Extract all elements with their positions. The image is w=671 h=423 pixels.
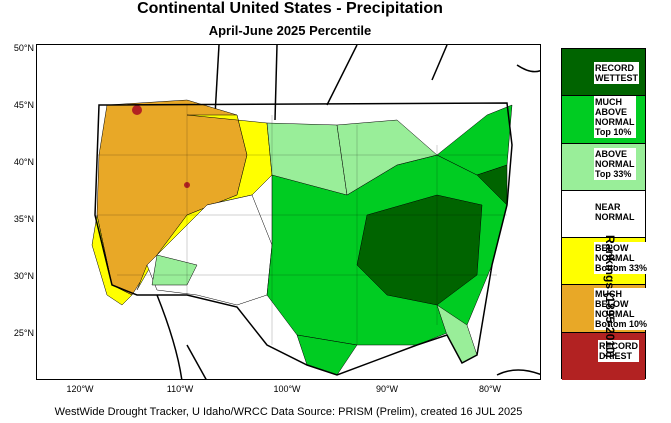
legend-title: Rankings (1895-2010): [603, 235, 617, 358]
lon-tick-90: 90°W: [375, 384, 399, 394]
lon-tick-110: 110°W: [166, 384, 194, 394]
lon-tick-80: 80°W: [478, 384, 502, 394]
lat-tick-50: 50°N: [13, 43, 34, 53]
legend-label-record-driest: RECORD DRIEST: [598, 340, 640, 362]
map-subtitle: April-June 2025 Percentile: [208, 23, 372, 38]
lat-tick-45: 45°N: [13, 100, 34, 110]
lat-tick-25: 25°N: [13, 328, 34, 338]
legend-label-record-wettest: RECORD WETTEST: [594, 62, 639, 84]
legend-label-near-normal: NEAR NORMAL: [594, 201, 636, 223]
legend-label-much-below: MUCH BELOW NORMAL Bottom 10%: [594, 288, 649, 330]
legend-label-below: BELOW NORMAL Bottom 33%: [594, 242, 649, 274]
map-title: Continental United States - Precipitatio…: [137, 0, 443, 17]
lat-tick-40: 40°N: [13, 157, 34, 167]
legend-label-much-above: MUCH ABOVE NORMAL Top 10%: [594, 96, 636, 138]
map-graphic: [91, 45, 540, 379]
lon-tick-120: 120°W: [66, 384, 94, 394]
lat-tick-30: 30°N: [13, 271, 34, 281]
precipitation-map: [36, 44, 541, 380]
lat-tick-35: 35°N: [13, 214, 34, 224]
legend-label-above: ABOVE NORMAL Top 33%: [594, 148, 636, 180]
lon-tick-100: 100°W: [273, 384, 301, 394]
footer-credit: WestWide Drought Tracker, U Idaho/WRCC D…: [54, 406, 523, 418]
